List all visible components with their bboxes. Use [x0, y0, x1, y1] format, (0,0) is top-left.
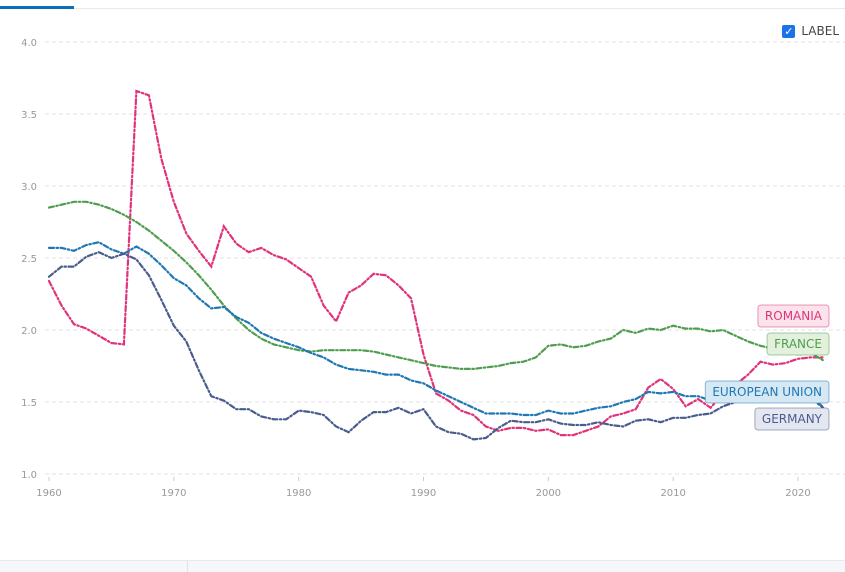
- x-tick-label: 2020: [785, 488, 810, 499]
- x-tick-label: 1990: [411, 488, 436, 499]
- y-tick-label: 4.0: [21, 38, 37, 49]
- active-tab-indicator[interactable]: [0, 6, 74, 9]
- y-tick-label: 2.0: [21, 326, 37, 337]
- series-label: ROMANIA: [765, 309, 823, 323]
- x-tick-label: 2010: [660, 488, 685, 499]
- y-tick-label: 3.0: [21, 182, 37, 193]
- series-label-box: [704, 380, 830, 404]
- series-line-european-union[interactable]: [47, 241, 825, 417]
- y-tick-label: 1.0: [21, 470, 37, 481]
- series-line-romania[interactable]: [47, 89, 825, 437]
- x-tick-label: 1970: [161, 488, 186, 499]
- checkbox-checked-icon[interactable]: ✓: [782, 24, 796, 38]
- y-tick-label: 2.5: [21, 254, 37, 265]
- tab-divider: [0, 8, 845, 9]
- x-tick-label: 1960: [36, 488, 61, 499]
- series-label: FRANCE: [774, 337, 822, 351]
- series-line-france[interactable]: [47, 200, 825, 370]
- label-toggle[interactable]: ✓ LABEL: [782, 24, 839, 38]
- bottom-bar: [0, 560, 845, 572]
- series-label: EUROPEAN UNION: [712, 385, 822, 399]
- x-tick-label: 1980: [286, 488, 311, 499]
- y-tick-label: 1.5: [21, 398, 37, 409]
- series-label-box: [754, 407, 830, 431]
- label-toggle-text: LABEL: [801, 24, 839, 38]
- series-label: GERMANY: [762, 412, 823, 426]
- series-label-box: [757, 304, 830, 328]
- x-tick-label: 2000: [536, 488, 561, 499]
- line-chart: 1.0 1.5 2.0 2.5 3.0 3.5 4.0 1960 1970 1980 1990 200…: [21, 38, 845, 499]
- y-tick-label: 3.5: [21, 110, 37, 121]
- series-line-germany[interactable]: [47, 251, 825, 441]
- series-label-box: [766, 332, 830, 356]
